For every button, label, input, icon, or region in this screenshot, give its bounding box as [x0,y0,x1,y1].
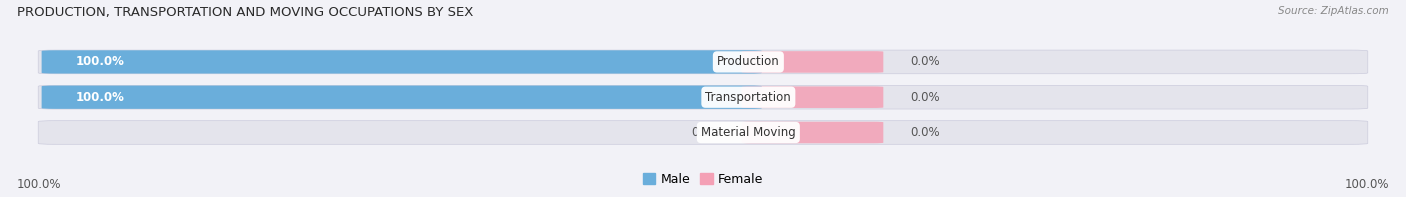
Text: 0.0%: 0.0% [910,91,941,104]
FancyBboxPatch shape [38,50,1368,74]
Text: Material Moving: Material Moving [702,126,796,139]
Text: 0.0%: 0.0% [910,126,941,139]
FancyBboxPatch shape [741,51,883,73]
Text: Source: ZipAtlas.com: Source: ZipAtlas.com [1278,6,1389,16]
FancyBboxPatch shape [741,86,883,108]
Text: 0.0%: 0.0% [692,126,721,139]
Text: 0.0%: 0.0% [910,55,941,68]
FancyBboxPatch shape [741,122,883,143]
Legend: Male, Female: Male, Female [638,168,768,191]
FancyBboxPatch shape [38,85,1368,109]
Text: Production: Production [717,55,780,68]
Text: 100.0%: 100.0% [76,91,124,104]
Text: 100.0%: 100.0% [1344,178,1389,191]
FancyBboxPatch shape [42,85,762,109]
Text: 100.0%: 100.0% [17,178,62,191]
FancyBboxPatch shape [42,50,762,73]
Text: PRODUCTION, TRANSPORTATION AND MOVING OCCUPATIONS BY SEX: PRODUCTION, TRANSPORTATION AND MOVING OC… [17,6,474,19]
Text: 100.0%: 100.0% [76,55,124,68]
Text: Transportation: Transportation [706,91,792,104]
FancyBboxPatch shape [38,121,1368,144]
